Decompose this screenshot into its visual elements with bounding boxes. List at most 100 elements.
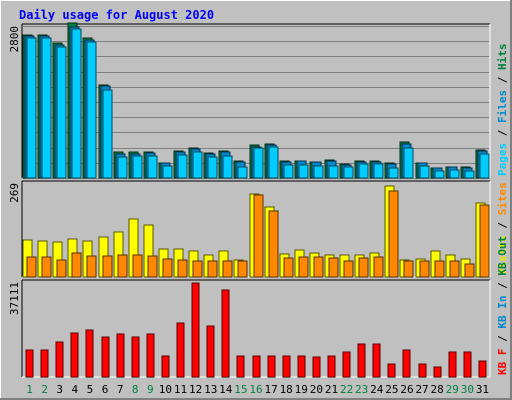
bar-pages xyxy=(56,46,67,179)
bar-kb-f xyxy=(131,336,140,378)
x-tick-label: 20 xyxy=(310,383,323,396)
bar-pages xyxy=(207,156,218,179)
panel-scale-label: 37111 xyxy=(8,282,21,315)
x-tick-label: 10 xyxy=(159,383,172,396)
bar-pages xyxy=(313,165,324,179)
bar-sites xyxy=(192,260,203,278)
bar-kb-f xyxy=(357,343,366,378)
x-tick-label: 30 xyxy=(461,383,474,396)
x-tick-label: 17 xyxy=(264,383,277,396)
chart-panels: 2800 Pages / Files / Hits 269 Visits / Site… xyxy=(8,22,509,378)
x-tick-label: 3 xyxy=(56,383,63,396)
bar-sites xyxy=(283,257,294,278)
bar-kb-f xyxy=(176,322,185,378)
bar-pages xyxy=(222,155,233,179)
bar-pages xyxy=(343,166,354,179)
x-tick-label: 27 xyxy=(415,383,428,396)
x-tick-label: 8 xyxy=(132,383,139,396)
bar-kb-f xyxy=(221,289,230,378)
chart-panel: 37111 KB F / KB In / KB Out xyxy=(8,236,509,378)
legend-item: / xyxy=(496,70,509,90)
bar-sites xyxy=(434,260,445,278)
bar-sites xyxy=(147,255,158,278)
chart-panel: 2800 Pages / Files / Hits xyxy=(8,22,509,179)
bar-kb-f xyxy=(191,282,200,378)
bar-sites xyxy=(41,256,52,278)
panel-legend: KB F / KB In / KB Out xyxy=(496,236,509,375)
bar-pages xyxy=(86,41,97,179)
bar-sites xyxy=(71,252,82,278)
bar-pages xyxy=(147,155,158,179)
bar-sites xyxy=(358,257,369,278)
bar-kb-f xyxy=(206,325,215,378)
bar-sites xyxy=(26,256,37,278)
bar-kb-f xyxy=(433,366,442,378)
x-tick-label: 13 xyxy=(204,383,217,396)
x-tick-label: 9 xyxy=(147,383,154,396)
x-tick-label: 21 xyxy=(325,383,338,396)
bar-kb-f xyxy=(327,355,336,378)
x-tick-label: 23 xyxy=(355,383,368,396)
x-tick-label: 11 xyxy=(174,383,187,396)
x-tick-label: 5 xyxy=(87,383,94,396)
bar-pages xyxy=(117,156,128,179)
bar-pages xyxy=(132,155,143,179)
bar-kb-f xyxy=(312,356,321,378)
bar-sites xyxy=(298,256,309,278)
bar-pages xyxy=(162,165,173,179)
bar-pages xyxy=(283,164,294,179)
bar-kb-f xyxy=(70,332,79,378)
bar-kb-f xyxy=(418,363,427,378)
bar-pages xyxy=(388,167,399,179)
bar-pages xyxy=(328,165,339,179)
x-tick-label: 15 xyxy=(234,383,247,396)
bar-sites xyxy=(313,256,324,278)
bar-sites xyxy=(86,255,97,278)
bar-pages xyxy=(192,151,203,179)
bar-sites xyxy=(343,260,354,278)
bar-kb-f xyxy=(282,355,291,378)
bar-kb-f xyxy=(478,360,487,378)
bar-sites xyxy=(449,260,460,278)
bar-kb-f xyxy=(463,351,472,378)
bar-kb-f xyxy=(236,355,245,378)
bar-pages xyxy=(373,163,384,179)
bar-kb-f xyxy=(252,355,261,378)
legend-item: / xyxy=(496,123,509,143)
x-tick-label: 7 xyxy=(117,383,124,396)
x-tick-label: 12 xyxy=(189,383,202,396)
bar-sites xyxy=(464,263,475,278)
bar-pages xyxy=(177,154,188,179)
x-tick-label: 25 xyxy=(385,383,398,396)
legend-item: / xyxy=(496,276,509,296)
bar-sites xyxy=(56,259,67,278)
legend-item: KB In xyxy=(496,296,509,329)
x-tick-label: 1 xyxy=(26,383,33,396)
bar-sites xyxy=(328,257,339,278)
bar-pages xyxy=(298,164,309,179)
bar-kb-f xyxy=(161,355,170,378)
bar-pages xyxy=(268,146,279,179)
panel-scale-label: 2800 xyxy=(8,26,21,53)
panel-legend: Visits / Sites xyxy=(496,182,509,275)
bar-sites xyxy=(177,259,188,278)
bar-kb-f xyxy=(25,349,34,378)
bar-sites xyxy=(207,260,218,278)
x-tick-label: 26 xyxy=(400,383,413,396)
bar-sites xyxy=(102,255,113,278)
bar-pages xyxy=(479,153,490,179)
legend-item: / xyxy=(496,215,509,235)
x-tick-label: 24 xyxy=(370,383,384,396)
bar-sites xyxy=(373,256,384,278)
bar-kb-f xyxy=(372,343,381,378)
bar-pages xyxy=(26,37,37,179)
legend-item: Files xyxy=(496,90,509,123)
bar-sites xyxy=(253,194,264,278)
bar-kb-f xyxy=(387,363,396,378)
bar-sites xyxy=(479,204,490,278)
bar-pages xyxy=(464,170,475,179)
bar-sites xyxy=(403,260,414,278)
legend-item: KB F xyxy=(496,349,509,376)
bar-pages xyxy=(403,147,414,179)
